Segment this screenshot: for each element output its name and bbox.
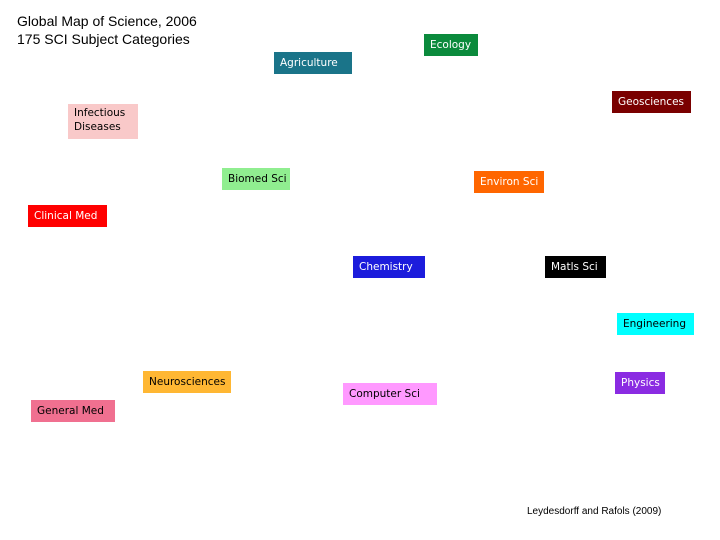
node: Infectious Diseases — [68, 104, 138, 139]
title: Global Map of Science, 2006 — [17, 13, 197, 29]
node: Engineering — [617, 313, 694, 335]
node: Ecology — [424, 34, 478, 56]
subtitle: 175 SCI Subject Categories — [17, 31, 190, 47]
node: General Med — [31, 400, 115, 422]
node: Biomed Sci — [222, 168, 290, 190]
node: Neurosciences — [143, 371, 231, 393]
node: Clinical Med — [28, 205, 107, 227]
node: Computer Sci — [343, 383, 437, 405]
node: Environ Sci — [474, 171, 544, 193]
title-block: Global Map of Science, 2006 175 SCI Subj… — [17, 12, 197, 48]
node: Agriculture — [274, 52, 352, 74]
node: Geosciences — [612, 91, 691, 113]
node: Chemistry — [353, 256, 425, 278]
node: Matls Sci — [545, 256, 606, 278]
node: Physics — [615, 372, 665, 394]
credit: Leydesdorff and Rafols (2009) — [527, 506, 662, 517]
